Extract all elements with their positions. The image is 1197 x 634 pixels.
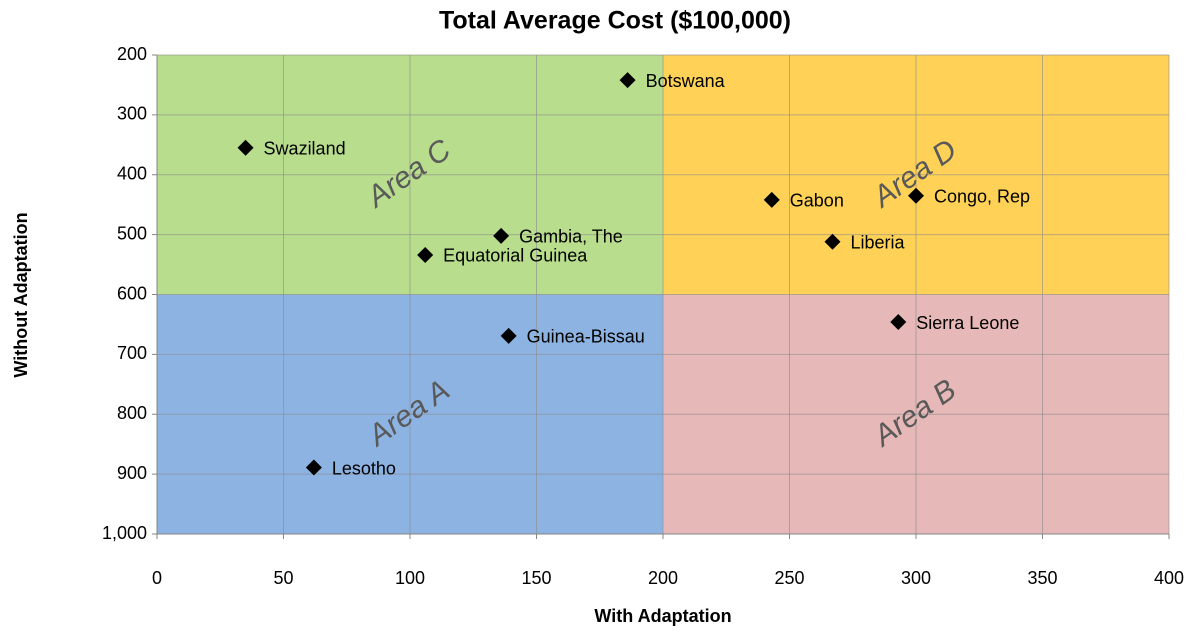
- point: [890, 314, 907, 331]
- y-tick-label: 900: [117, 463, 147, 483]
- y-tick-label: 800: [117, 403, 147, 423]
- x-tick-label: 0: [152, 568, 162, 588]
- point: [619, 72, 636, 89]
- point: [908, 187, 924, 204]
- x-tick-label: 400: [1154, 568, 1184, 588]
- point-label: Guinea-Bissau: [527, 327, 645, 347]
- point-label: Gambia, The: [519, 227, 623, 247]
- point: [305, 459, 322, 476]
- y-tick-label: 600: [117, 283, 147, 303]
- y-tick-label: 500: [117, 223, 147, 243]
- y-tick-label: 200: [117, 44, 147, 64]
- point: [824, 233, 841, 250]
- x-axis-title: With Adaptation: [594, 606, 731, 626]
- point: [417, 246, 434, 263]
- x-tick-label: 250: [774, 568, 804, 588]
- point-label: Swaziland: [264, 139, 346, 159]
- point-label: Equatorial Guinea: [443, 246, 588, 266]
- y-tick-label: 700: [117, 343, 147, 363]
- y-tick-label: 300: [117, 104, 147, 124]
- point-label: Congo, Rep: [934, 186, 1030, 206]
- y-tick-label: 400: [117, 164, 147, 184]
- point: [500, 327, 517, 344]
- x-tick-label: 150: [521, 568, 551, 588]
- point: [493, 227, 510, 244]
- point-label: Botswana: [646, 71, 726, 91]
- point-label: Liberia: [851, 233, 906, 253]
- point-label: Sierra Leone: [916, 313, 1019, 333]
- x-tick-label: 200: [648, 568, 678, 588]
- point: [763, 191, 780, 208]
- x-tick-label: 100: [395, 568, 425, 588]
- x-tick-label: 350: [1027, 568, 1057, 588]
- chart-title: Total Average Cost ($100,000): [439, 7, 791, 35]
- point-label: Gabon: [790, 191, 844, 211]
- y-tick-label: 1,000: [102, 523, 147, 543]
- x-tick-label: 50: [273, 568, 293, 588]
- point-label: Lesotho: [332, 458, 396, 478]
- x-tick-label: 300: [901, 568, 931, 588]
- y-axis-title: Without Adaptation: [11, 212, 31, 377]
- point: [237, 139, 254, 156]
